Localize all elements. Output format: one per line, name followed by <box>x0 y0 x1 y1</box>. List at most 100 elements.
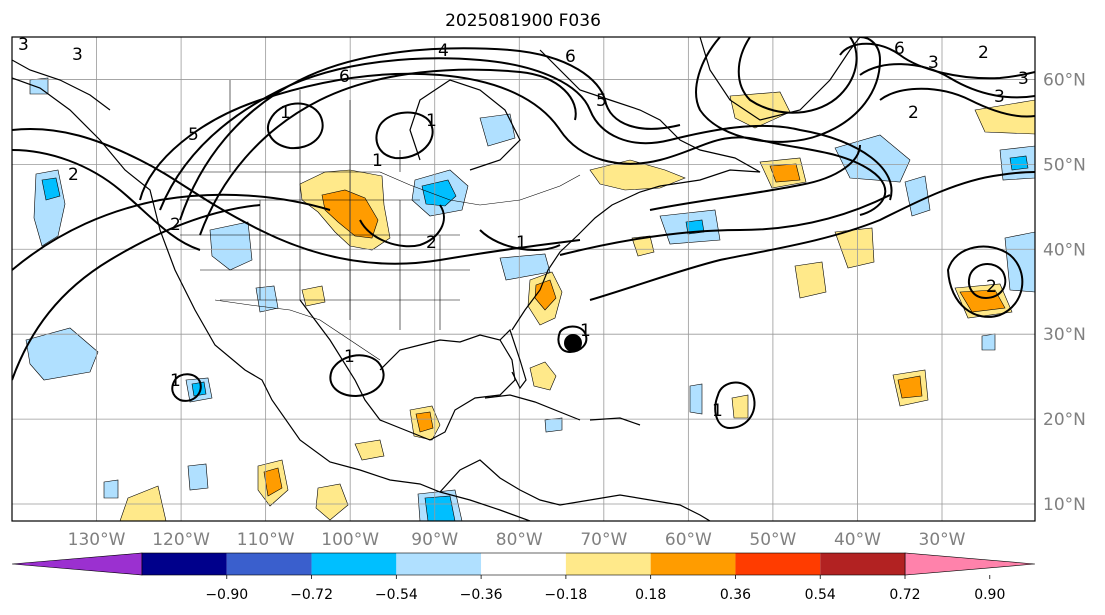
lat-tick-label: 60°N <box>1043 70 1086 90</box>
contour-line <box>329 354 385 398</box>
lon-tick-label: 120°W <box>152 530 210 550</box>
negative-anomaly <box>209 221 253 271</box>
colorbar-tick-label: 0.18 <box>635 587 666 603</box>
contour-line <box>12 193 331 271</box>
negative-anomaly-core <box>421 179 457 207</box>
contour-label: 1 <box>516 233 527 253</box>
negative-anomaly <box>1004 231 1035 293</box>
contour-line <box>171 373 202 402</box>
lon-tick-label: 70°W <box>580 530 627 550</box>
negative-anomaly <box>981 333 996 351</box>
contour-label: 3 <box>18 35 29 55</box>
contour-label: 3 <box>994 87 1005 107</box>
colorbar-outline <box>141 552 906 576</box>
negative-anomaly <box>544 417 563 433</box>
contour-line <box>589 171 1035 301</box>
contour-label: 2 <box>170 215 181 235</box>
coastlines <box>12 37 861 521</box>
map-frame <box>11 36 1036 522</box>
colorbar-tick-label: −0.18 <box>544 587 587 603</box>
colorbar-swatch <box>650 553 736 575</box>
negative-anomaly <box>25 327 99 381</box>
contour-label: 3 <box>1018 69 1029 89</box>
lat-tick-label: 20°N <box>1043 410 1086 430</box>
latitude-tick-labels: 60°N 50°N 40°N 30°N 20°N 10°N <box>1043 70 1086 515</box>
lon-tick-label: 50°W <box>749 530 796 550</box>
contour-label: 3 <box>72 45 83 65</box>
contours <box>12 37 1035 430</box>
contour-label: 6 <box>565 47 576 67</box>
colorbar-tick-label: 0.72 <box>889 587 920 603</box>
gridlines <box>12 37 1035 521</box>
negative-anomaly-core <box>1009 155 1029 171</box>
contour-low-center <box>564 334 582 352</box>
us-states-grid <box>180 172 470 330</box>
contour-line <box>968 263 1007 300</box>
contour-line <box>199 68 577 236</box>
contour-label: 6 <box>339 67 350 87</box>
contour-line <box>12 128 581 265</box>
colorbar-swatch <box>226 553 312 575</box>
colorbar-tick-label: 0.90 <box>974 587 1005 603</box>
negative-anomaly-core <box>424 495 456 521</box>
positive-anomaly <box>631 235 655 257</box>
colorbar-swatch <box>396 553 482 575</box>
negative-anomaly <box>255 285 279 313</box>
political-borders <box>160 80 581 361</box>
contour-label: 1 <box>580 321 591 341</box>
contour-line <box>695 37 882 143</box>
colorbar-extend-low <box>11 552 143 576</box>
colorbar-tick-label: −0.36 <box>460 587 503 603</box>
positive-anomaly <box>301 285 326 307</box>
alaska <box>12 59 111 111</box>
positive-anomaly <box>794 261 827 299</box>
colorbar-swatch <box>565 553 651 575</box>
lon-tick-label: 80°W <box>496 530 543 550</box>
lon-tick-label: 100°W <box>321 530 379 550</box>
contour-line <box>159 57 893 211</box>
contour-line <box>946 245 1024 318</box>
colorbar-tick-label: −0.54 <box>375 587 418 603</box>
contour-line <box>479 229 561 251</box>
canada-coast <box>539 49 761 187</box>
lon-tick-label: 30°W <box>919 530 966 550</box>
contour-label: 4 <box>438 41 449 61</box>
greenland <box>699 37 861 121</box>
contour-label: 3 <box>928 53 939 73</box>
positive-anomaly <box>729 91 791 129</box>
contour-line <box>737 37 858 114</box>
contour-line <box>559 194 891 256</box>
contour-line <box>359 204 445 248</box>
north-america-west-coast <box>12 77 531 521</box>
contour-line <box>12 149 201 251</box>
lat-tick-label: 50°N <box>1043 155 1086 175</box>
lon-tick-label: 60°W <box>665 530 712 550</box>
cuba <box>484 394 581 421</box>
contour-label: 2 <box>68 165 79 185</box>
negative-anomaly <box>479 113 516 147</box>
lon-tick-label: 40°W <box>834 530 881 550</box>
contour-label: 2 <box>426 233 437 253</box>
positive-anomaly-core <box>959 289 1006 313</box>
colorbar: −0.90 −0.72 −0.54 −0.36 −0.18 0.18 0.36 0.54 0.7… <box>11 552 1036 603</box>
contour-label: 1 <box>344 347 355 367</box>
colorbar-swatch <box>735 553 821 575</box>
contour-label: 1 <box>170 371 181 391</box>
lon-tick-label: 130°W <box>68 530 126 550</box>
shaded-anomalies <box>25 77 1035 521</box>
lat-tick-label: 30°N <box>1043 325 1086 345</box>
negative-anomaly <box>689 383 703 415</box>
negative-anomaly <box>499 253 551 281</box>
hispaniola <box>589 417 641 426</box>
positive-anomaly <box>834 227 875 269</box>
contour-label: 2 <box>908 103 919 123</box>
colorbar-swatch <box>142 553 227 575</box>
contour-line <box>879 87 1035 118</box>
contour-line <box>375 111 434 160</box>
contour-label: 5 <box>596 91 607 111</box>
lat-tick-label: 10°N <box>1043 495 1086 515</box>
us-east-coast <box>511 185 661 331</box>
contour-label: 1 <box>426 111 437 131</box>
positive-anomaly <box>354 439 385 461</box>
